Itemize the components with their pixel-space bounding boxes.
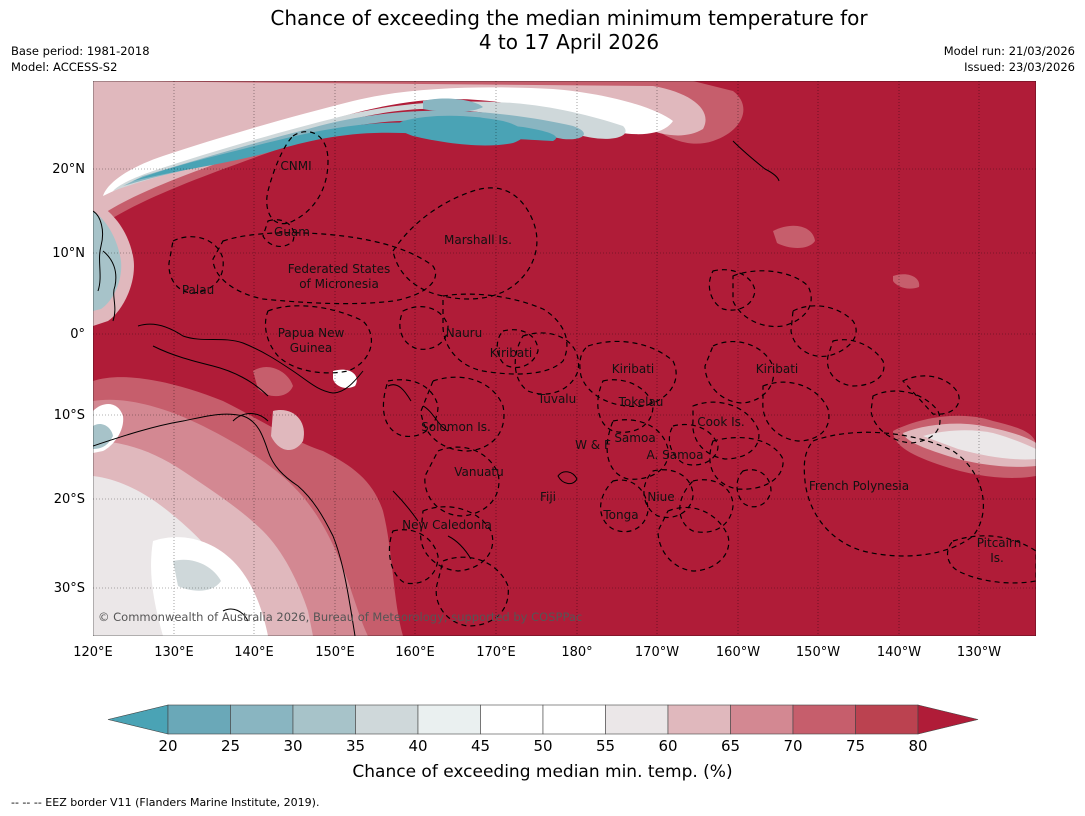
chart-title: Chance of exceeding the median minimum t…: [0, 6, 1085, 54]
coastlines: [93, 140, 780, 636]
model-run: Model run: 21/03/2026: [943, 44, 1075, 58]
label-kiribati-2: Kiribati: [612, 362, 654, 376]
colorbar-cell: [667, 704, 731, 735]
colorbar-label: Chance of exceeding median min. temp. (%…: [352, 762, 733, 782]
label-vanuatu: Vanuatu: [454, 465, 504, 479]
label-png-2: Guinea: [290, 341, 333, 355]
footnote: -- -- -- EEZ border V11 (Flanders Marine…: [11, 796, 320, 809]
lat-label-20s: 20°S: [53, 492, 85, 507]
southwest-region: [93, 366, 403, 636]
lat-label-30s: 30°S: [53, 581, 85, 596]
colorbar-tick: 20: [158, 737, 178, 755]
lon-label-160w: 160°W: [715, 645, 761, 660]
label-palau: Palau: [182, 283, 214, 297]
copyright: © Commonwealth of Australia 2026, Bureau…: [98, 610, 582, 624]
label-solomon: Solomon Is.: [421, 420, 491, 434]
lat-label-0: 0°: [70, 327, 85, 342]
meta-right: Model run: 21/03/2026 Issued: 23/03/2026: [944, 43, 1075, 75]
label-french-polynesia: French Polynesia: [809, 479, 909, 493]
label-tokelau: Tokelau: [618, 395, 664, 409]
forecast-map: CNMI Guam Marshall Is. Federated States …: [93, 81, 1036, 636]
colorbar-tick: 75: [845, 737, 866, 755]
colorbar-extend-low: [107, 704, 169, 735]
lon-label-180: 180°: [561, 645, 593, 660]
base-period: Base period: 1981-2018: [11, 44, 150, 58]
label-cnmi: CNMI: [280, 159, 311, 173]
colorbar-tick: 80: [908, 737, 928, 755]
label-png-1: Papua New: [278, 326, 345, 340]
colorbar-cell: [167, 704, 231, 735]
colorbar-cell: [292, 704, 356, 735]
lon-label-170w: 170°W: [634, 645, 680, 660]
colorbar-cell: [355, 704, 419, 735]
colorbar-tick: 55: [595, 737, 616, 755]
colorbar-cell: [542, 704, 606, 735]
colorbar-cell: [605, 704, 669, 735]
label-cook: Cook Is.: [697, 415, 744, 429]
colorbar-tick: 45: [470, 737, 491, 755]
north-band: [93, 81, 744, 231]
meta-left: Base period: 1981-2018 Model: ACCESS-S2: [11, 43, 150, 75]
label-tonga: Tonga: [602, 508, 638, 522]
label-tuvalu: Tuvalu: [537, 392, 577, 406]
lon-label-150w: 150°W: [795, 645, 841, 660]
eez-borders: [168, 131, 1036, 627]
colorbar-tick: 25: [220, 737, 241, 755]
colorbar-tick: 40: [408, 737, 428, 755]
colorbar-cell: [792, 704, 856, 735]
lon-label-170e: 170°E: [476, 645, 516, 660]
colorbar-tick: 70: [783, 737, 803, 755]
label-pitcairn-1: Pitcairn: [977, 536, 1022, 550]
east-patch: [773, 225, 1036, 478]
label-kiribati-1: Kiribati: [490, 346, 532, 360]
label-fsm-1: Federated States: [288, 262, 390, 276]
colorbar-tick: 65: [720, 737, 741, 755]
label-niue: Niue: [647, 490, 674, 504]
label-asamoa: A. Samoa: [647, 448, 704, 462]
label-marshall: Marshall Is.: [444, 233, 512, 247]
colorbar: [107, 704, 979, 735]
lon-label-120e: 120°E: [73, 645, 113, 660]
lat-label-10s: 10°S: [53, 408, 85, 423]
label-samoa: Samoa: [614, 431, 655, 445]
label-wf: W & F: [575, 438, 611, 452]
lon-label-140w: 140°W: [876, 645, 922, 660]
colorbar-cell: [480, 704, 544, 735]
lon-label-130e: 130°E: [154, 645, 194, 660]
colorbar-extend-high: [917, 704, 979, 735]
colorbar-cell: [417, 704, 481, 735]
colorbar-cell: [730, 704, 794, 735]
colorbar-tick: 50: [533, 737, 553, 755]
issued-date: Issued: 23/03/2026: [964, 60, 1075, 74]
label-fsm-2: of Micronesia: [299, 277, 379, 291]
colorbar-cell: [855, 704, 919, 735]
lon-label-140e: 140°E: [234, 645, 274, 660]
title-line-1: Chance of exceeding the median minimum t…: [270, 6, 868, 30]
label-pitcairn-2: Is.: [990, 551, 1004, 565]
lat-label-10n: 10°N: [52, 246, 85, 261]
label-new-caledonia: New Caledonia: [402, 518, 492, 532]
colorbar-cell: [230, 704, 294, 735]
model-name: Model: ACCESS-S2: [11, 60, 118, 74]
lon-label-130w: 130°W: [956, 645, 1002, 660]
lon-label-150e: 150°E: [315, 645, 355, 660]
label-kiribati-3: Kiribati: [756, 362, 798, 376]
colorbar-tick: 30: [283, 737, 303, 755]
title-line-2: 4 to 17 April 2026: [478, 30, 660, 54]
lat-label-20n: 20°N: [52, 162, 85, 177]
colorbar-tick: 35: [345, 737, 366, 755]
lon-label-160e: 160°E: [395, 645, 435, 660]
label-fiji: Fiji: [540, 490, 556, 504]
label-nauru: Nauru: [446, 326, 482, 340]
colorbar-tick: 60: [658, 737, 678, 755]
label-guam: Guam: [274, 225, 310, 239]
region-labels: CNMI Guam Marshall Is. Federated States …: [182, 159, 1021, 565]
